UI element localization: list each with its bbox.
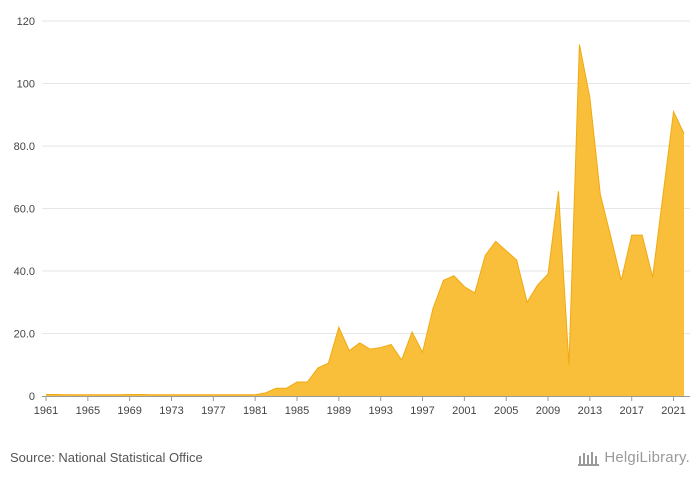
y-tick-label: 20.0 <box>14 329 35 341</box>
x-tick-label: 2021 <box>661 405 685 417</box>
x-tick-label: 2013 <box>578 405 602 417</box>
x-tick-label: 1969 <box>117 405 141 417</box>
y-tick-label: 40.0 <box>14 266 35 278</box>
helgi-library-logo[interactable]: HelgiLibrary. <box>578 449 690 466</box>
y-tick-label: 0 <box>29 391 35 403</box>
series-area <box>46 44 684 396</box>
x-tick-label: 2009 <box>536 405 560 417</box>
library-building-icon <box>578 451 600 466</box>
x-tick-label: 1977 <box>201 405 225 417</box>
x-tick-label: 1973 <box>159 405 183 417</box>
x-tick-label: 1961 <box>34 405 58 417</box>
x-tick-label: 2017 <box>619 405 643 417</box>
x-tick-label: 2005 <box>494 405 518 417</box>
y-axis-ticks: 0 20.0 40.0 60.0 80.0 100 120 <box>14 16 35 403</box>
y-tick-label: 60.0 <box>14 204 35 216</box>
x-tick-label: 1997 <box>410 405 434 417</box>
logo-text: HelgiLibrary. <box>604 449 690 466</box>
x-tick-label: 1981 <box>243 405 267 417</box>
y-tick-label: 80.0 <box>14 141 35 153</box>
x-tick-label: 1965 <box>76 405 100 417</box>
source-note: Source: National Statistical Office <box>10 450 203 465</box>
series-line <box>46 44 685 396</box>
y-tick-label: 120 <box>17 16 35 28</box>
x-axis-ticks: 1961 1965 1969 1973 1977 1981 1985 1989 1993 1997… <box>34 396 686 417</box>
x-tick-label: 1989 <box>327 405 351 417</box>
y-tick-label: 100 <box>17 79 35 91</box>
x-tick-label: 1985 <box>285 405 309 417</box>
area-chart: 0 20.0 40.0 60.0 80.0 100 120 1961 1965 1969 1973… <box>14 16 690 417</box>
x-tick-label: 1993 <box>368 405 392 417</box>
x-tick-label: 2001 <box>452 405 476 417</box>
